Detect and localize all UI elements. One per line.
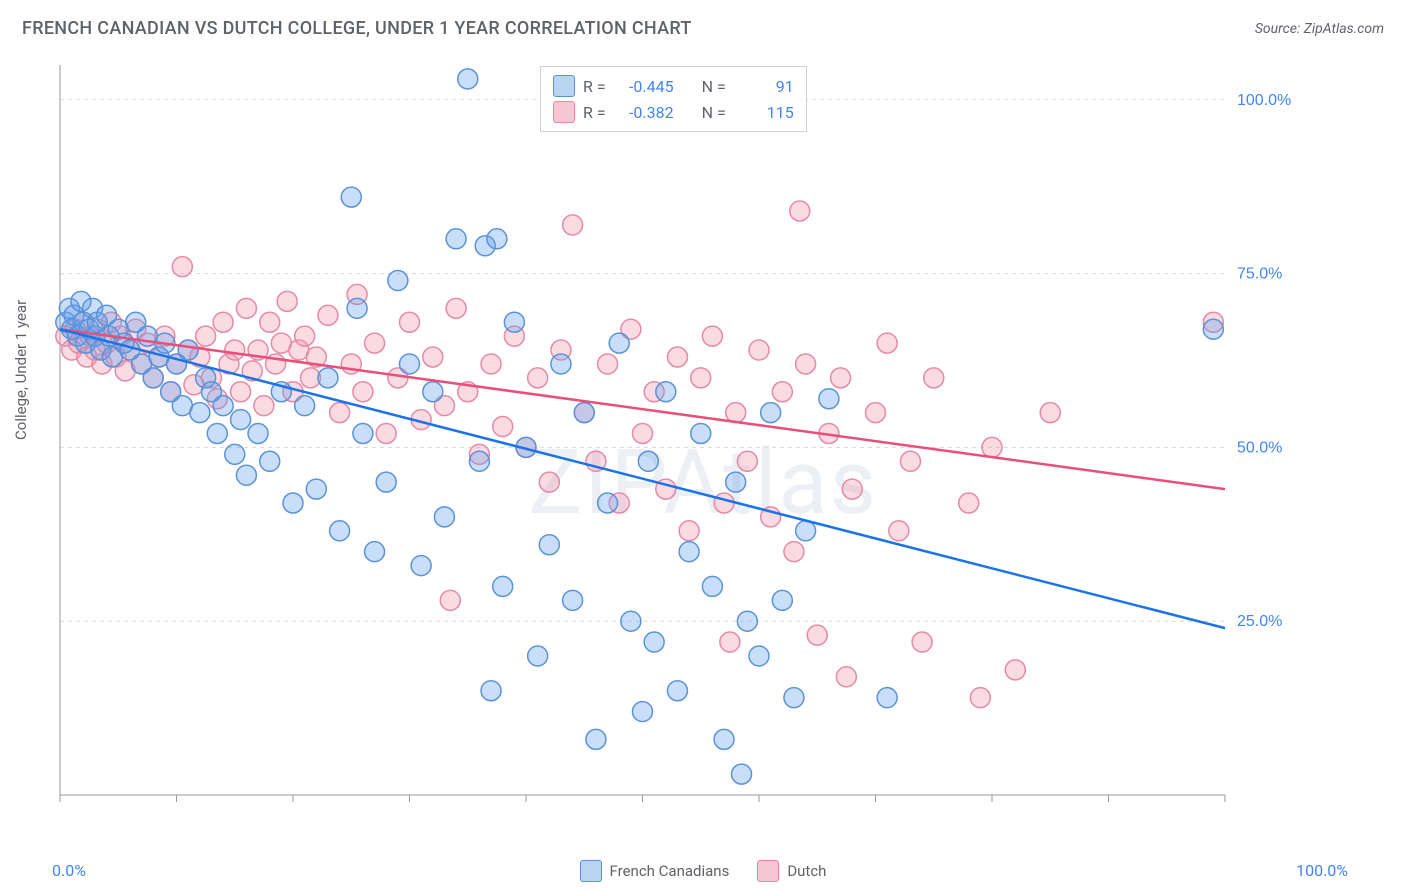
svg-text:100.0%: 100.0%: [1237, 92, 1291, 109]
svg-text:75.0%: 75.0%: [1237, 266, 1282, 283]
legend-swatch-series1: [580, 860, 602, 882]
r-value-series1: -0.445: [614, 77, 674, 96]
r-label: R =: [583, 77, 606, 96]
r-label: R =: [583, 103, 606, 122]
stats-swatch-series1: [553, 75, 575, 97]
stats-row-series2: R = -0.382 N = 115: [553, 99, 794, 125]
legend-label-series2: Dutch: [787, 862, 826, 880]
n-value-series1: 91: [734, 77, 794, 96]
svg-text:25.0%: 25.0%: [1237, 613, 1282, 630]
n-label: N =: [702, 77, 726, 96]
source-attribution: Source: ZipAtlas.com: [1255, 21, 1384, 37]
legend-swatch-series2: [757, 860, 779, 882]
n-label: N =: [702, 103, 726, 122]
bottom-legend: French Canadians Dutch: [0, 860, 1406, 882]
n-value-series2: 115: [734, 103, 794, 122]
stats-row-series1: R = -0.445 N = 91: [553, 73, 794, 99]
chart-title: FRENCH CANADIAN VS DUTCH COLLEGE, UNDER …: [22, 18, 692, 39]
correlation-stats-box: R = -0.445 N = 91 R = -0.382 N = 115: [540, 66, 807, 132]
legend-item-series2: Dutch: [757, 860, 826, 882]
chart-plot-area: 25.0% 50.0% 75.0% 100.0%: [55, 60, 1295, 820]
svg-text:50.0%: 50.0%: [1237, 439, 1282, 456]
stats-swatch-series2: [553, 101, 575, 123]
legend-item-series1: French Canadians: [580, 860, 730, 882]
y-axis-label: College, Under 1 year: [12, 300, 30, 440]
r-value-series2: -0.382: [614, 103, 674, 122]
legend-label-series1: French Canadians: [610, 862, 730, 880]
scatter-chart-svg: 25.0% 50.0% 75.0% 100.0%: [55, 60, 1295, 820]
